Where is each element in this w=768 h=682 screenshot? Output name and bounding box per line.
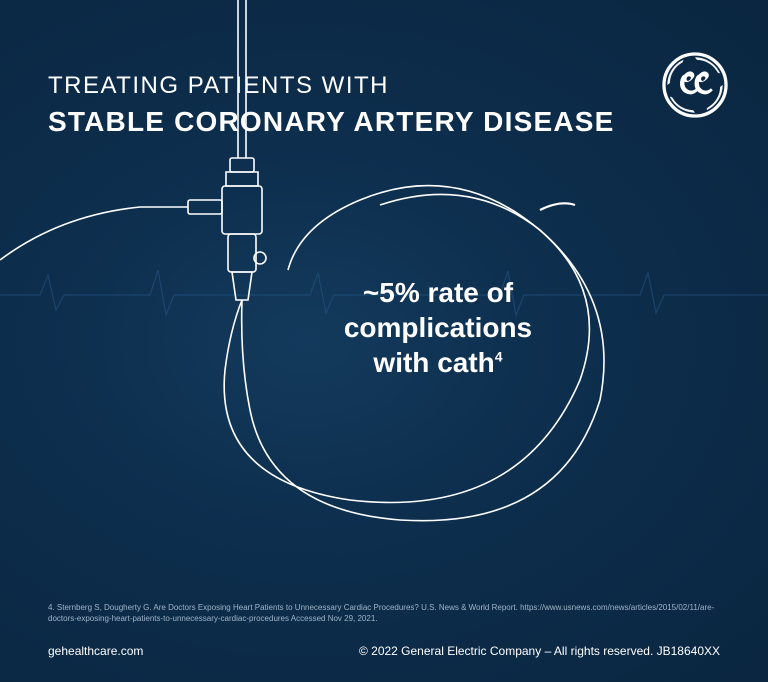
stat-line-3: with cath [373,347,494,378]
stat-callout: ~5% rate of complications with cath4 [288,275,588,380]
footer: gehealthcare.com © 2022 General Electric… [48,644,720,658]
page-header: TREATING PATIENTS WITH STABLE CORONARY A… [48,72,615,138]
footer-url: gehealthcare.com [48,644,143,658]
citation-text: 4. Sternberg S, Dougherty G. Are Doctors… [48,603,720,624]
footer-copyright: © 2022 General Electric Company – All ri… [359,644,720,658]
stat-superscript: 4 [495,349,503,365]
stat-line-2: complications [344,312,532,343]
stat-line-1: ~5% rate of [363,277,513,308]
ge-logo-icon [662,52,728,118]
title-line-1: TREATING PATIENTS WITH [48,72,615,100]
title-line-2: STABLE CORONARY ARTERY DISEASE [48,106,615,138]
